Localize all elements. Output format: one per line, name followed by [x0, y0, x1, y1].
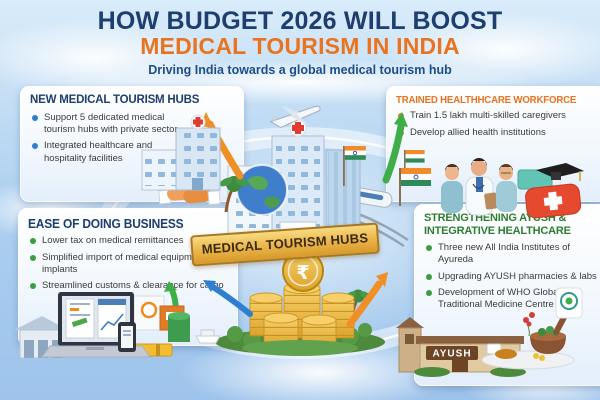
panel-workforce: TRAINED HEALTHHCARE WORKFORCE Train 1.5 … [386, 86, 600, 202]
list-item: Streamlined customs & clearance for carg… [30, 280, 228, 292]
bullet-text: Upgrading AYUSH pharmacies & labs [438, 270, 597, 282]
panel-ayush-title: STRENGTHENING AYUSH & INTEGRATIVE HEALTH… [424, 212, 571, 237]
gold-coins-icon [215, 282, 385, 356]
bullet-dot-icon [32, 114, 38, 121]
bullet-dot-icon [426, 273, 432, 280]
list-item: Three new All India Institutes of Ayured… [426, 242, 598, 267]
title-line1: HOW BUDGET 2026 WILL BOOST [97, 7, 503, 35]
bullet-text: Three new All India Institutes of Ayured… [438, 241, 571, 266]
panel-workforce-title: TRAINED HEALTHHCARE WORKFORCE [396, 94, 596, 106]
airplane-icon [266, 105, 321, 129]
bullet-text: Develop allied health institutions [410, 126, 546, 138]
india-flag-icon [343, 146, 366, 186]
panel-ease-business: EASE OF DOING BUSINESS Lower tax on medi… [18, 208, 238, 346]
panel-ayush: STRENGTHENING AYUSH & INTEGRATIVE HEALTH… [414, 204, 600, 386]
panel-workforce-title-text: TRAINED HEALTHHCARE WORKFORCE [396, 94, 577, 106]
panel-new-hubs: NEW MEDICAL TOURISM HUBS Support 5 dedic… [20, 86, 244, 202]
list-item: Development of WHO Global Traditional Me… [426, 287, 598, 312]
bullet-text: Support 5 dedicated medical tourism hubs… [44, 111, 178, 135]
bullet-text: Lower tax on medical remittances [42, 235, 184, 247]
bullet-text: Streamlined customs & clearance for carg… [42, 280, 224, 292]
bullet-dot-icon [30, 254, 36, 261]
list-item: Upgrading AYUSH pharmacies & labs [426, 271, 598, 283]
list-item: Support 5 dedicated medical tourism hubs… [32, 112, 234, 137]
title-line2: MEDICAL TOURISM IN INDIA [140, 33, 460, 60]
panel-new-hubs-title: NEW MEDICAL TOURISM HUBS [30, 94, 200, 106]
bullet-train-icon [336, 184, 393, 208]
subtitle: Driving India towards a global medical t… [148, 62, 452, 77]
panel-ease-business-title: EASE OF DOING BUSINESS [28, 216, 228, 231]
bullet-dot-icon [398, 113, 404, 120]
globe-icon [236, 164, 288, 216]
list-item: Train 1.5 lakh multi-skilled caregivers [398, 110, 596, 122]
bullet-dot-icon [426, 289, 432, 296]
bullet-dot-icon [32, 143, 38, 150]
rupee-symbol: ₹ [296, 262, 309, 284]
panel-ease-business-title-text: EASE OF DOING BUSINESS [28, 216, 184, 231]
header: HOW BUDGET 2026 WILL BOOST MEDICAL TOURI… [0, 8, 600, 77]
list-item: Develop allied health institutions [398, 127, 596, 139]
orange-arrow-up-right-icon [346, 272, 388, 328]
bullet-dot-icon [398, 129, 404, 136]
bullet-text: Integrated healthcare and hospitality fa… [44, 140, 153, 164]
bullet-dot-icon [426, 244, 432, 251]
bullet-text: Train 1.5 lakh multi-skilled caregivers [410, 110, 566, 122]
bullet-dot-icon [30, 283, 36, 290]
bullet-text: Development of WHO Global Traditional Me… [438, 286, 561, 311]
hospital-complex-icon [227, 119, 361, 235]
bullet-dot-icon [30, 238, 36, 245]
list-item: Integrated healthcare and hospitality fa… [32, 140, 234, 165]
palm-tree-icon [345, 289, 371, 319]
